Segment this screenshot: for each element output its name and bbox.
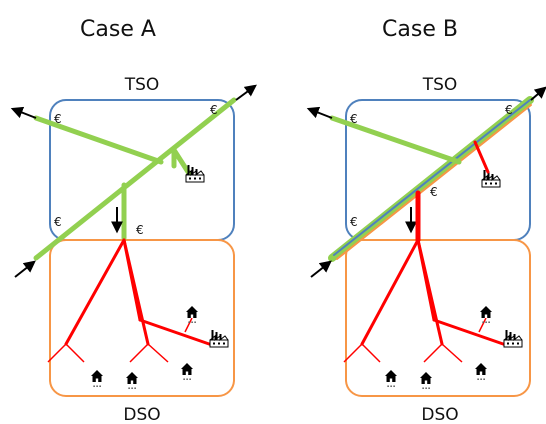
- euro-label: €: [54, 215, 62, 229]
- case-a-external-arrows: [10, 84, 257, 278]
- house-icon: [475, 363, 487, 381]
- arrow-in-bottom: [310, 260, 332, 278]
- house-icon: [181, 363, 193, 381]
- case-a-dso-label: DSO: [123, 405, 160, 424]
- euro-label: €: [54, 112, 62, 126]
- case-b-dso-box: [345, 239, 531, 397]
- euro-label: €: [210, 103, 218, 117]
- case-a-feeder-branches: [47, 317, 193, 363]
- case-b-distribution-lines: [360, 140, 508, 347]
- case-a-transmission-lines: [33, 97, 237, 261]
- case-b: Case B TSO DSO € € € €: [306, 17, 546, 424]
- euro-label: €: [350, 215, 358, 229]
- case-a-tso-label: TSO: [124, 75, 160, 95]
- arrow-out-right: [530, 86, 546, 101]
- arrow-out-left: [306, 106, 333, 119]
- case-a-dso-box: [49, 239, 235, 397]
- case-b-feeder-branches: [343, 317, 487, 363]
- arrow-in-bottom: [14, 260, 36, 278]
- factory-icon: [481, 169, 501, 188]
- house-icon: [186, 306, 198, 324]
- factory-icon: [185, 164, 205, 183]
- house-icon: [420, 372, 432, 390]
- house-icon: [385, 370, 397, 388]
- factory-icon: [503, 329, 523, 348]
- euro-label: €: [136, 223, 144, 237]
- case-b-tso-label: TSO: [422, 75, 458, 95]
- case-b-external-arrows: [306, 86, 546, 278]
- factory-icon: [209, 329, 229, 348]
- arrow-out-right: [235, 84, 257, 101]
- case-b-dso-label: DSO: [421, 405, 458, 424]
- house-icon: [480, 306, 492, 324]
- case-a-title: Case A: [80, 17, 156, 42]
- euro-label: €: [350, 112, 358, 126]
- euro-label: €: [430, 185, 438, 199]
- house-icon: [91, 370, 103, 388]
- euro-label: €: [505, 103, 513, 117]
- case-b-transmission-lines: [328, 96, 534, 262]
- case-b-title: Case B: [382, 17, 458, 42]
- case-a-distribution-lines: [64, 238, 214, 347]
- arrow-out-left: [10, 106, 37, 119]
- house-icon: [126, 372, 138, 390]
- case-a: Case A TSO DSO € € € €: [10, 17, 257, 424]
